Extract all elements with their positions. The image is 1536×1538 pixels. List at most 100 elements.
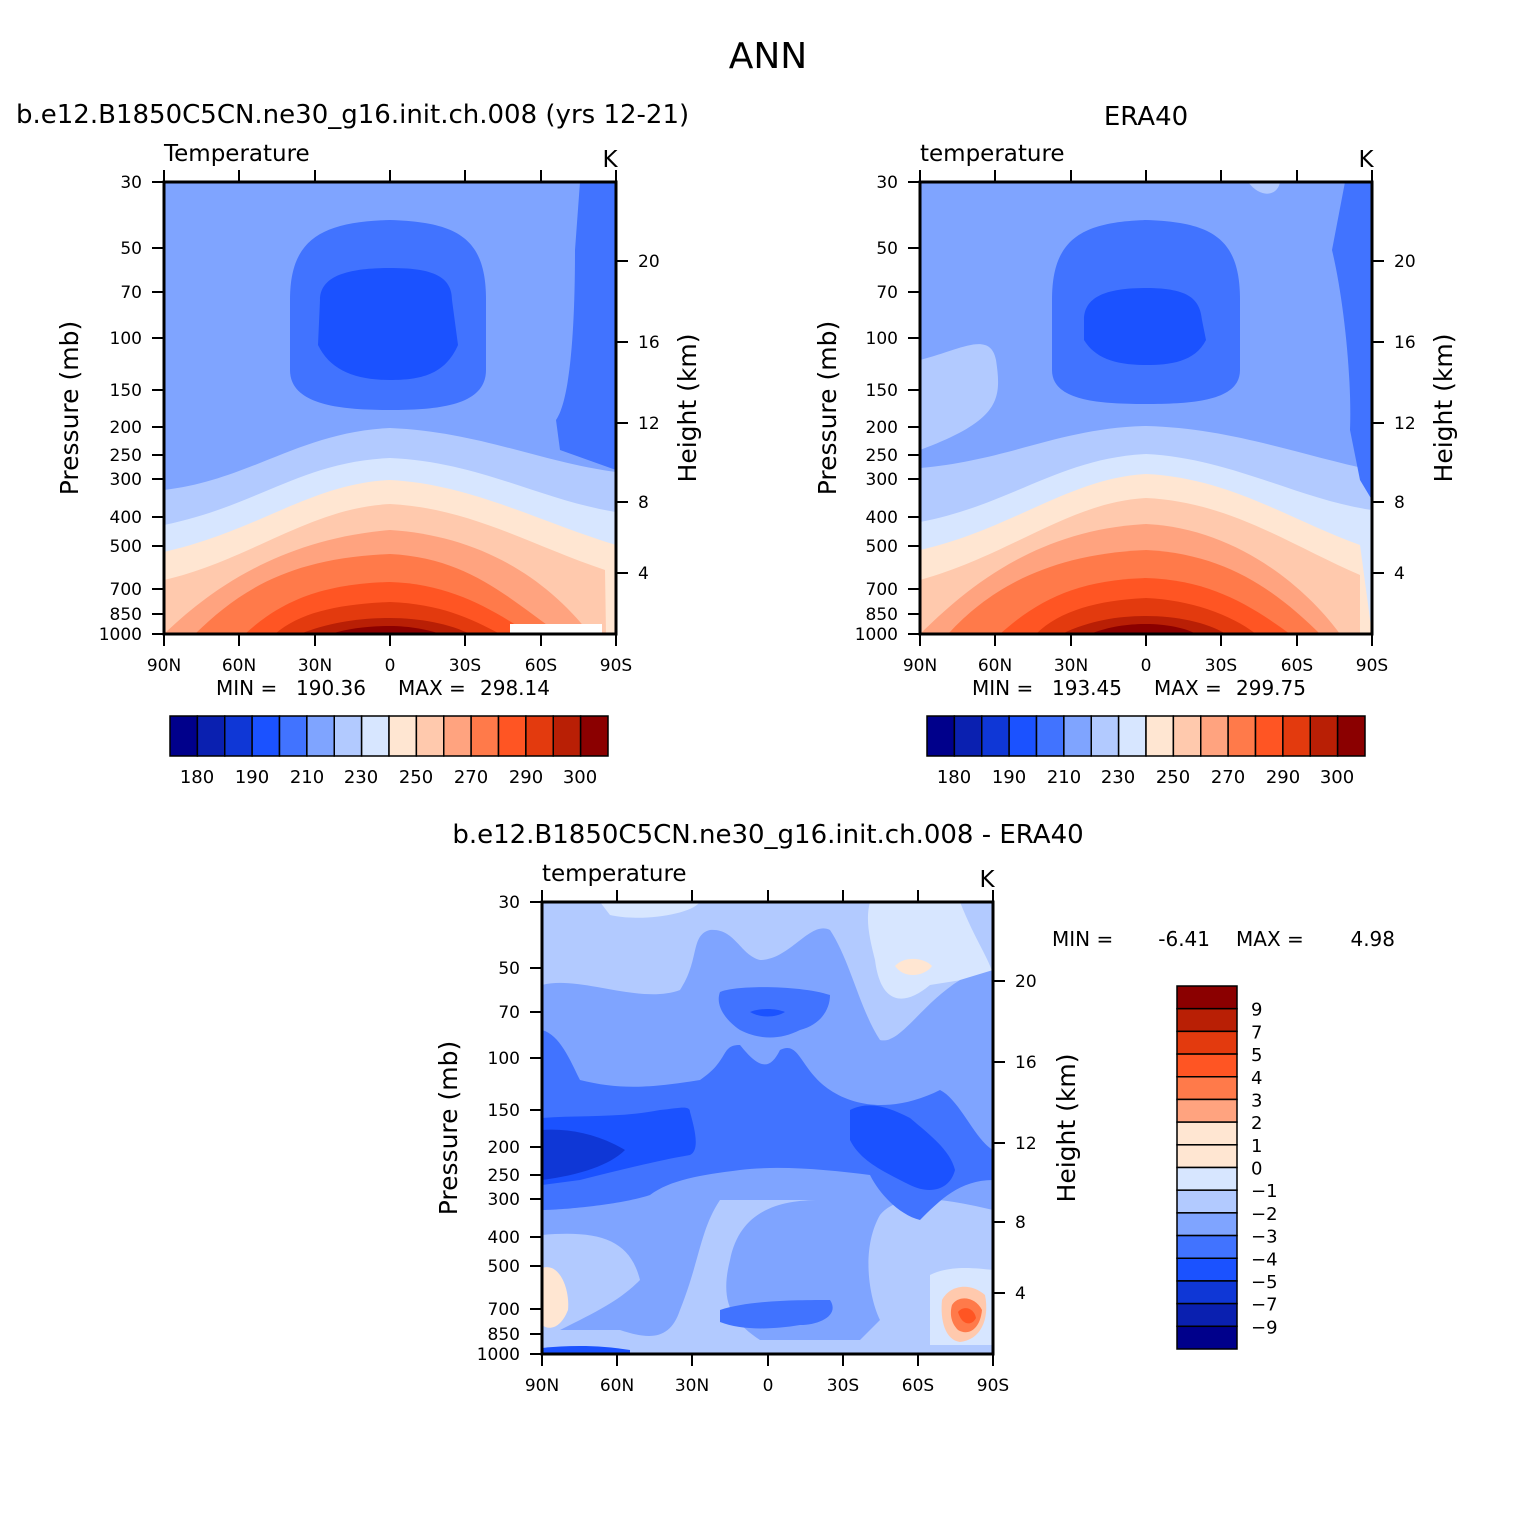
panel-model: b.e12.B1850C5CN.ne30_g16.init.ch.008 (yr… bbox=[16, 100, 702, 788]
y-tick-label: 150 bbox=[110, 381, 142, 401]
colorbar-label: 5 bbox=[1251, 1045, 1262, 1066]
y-tick-label: 700 bbox=[866, 580, 898, 600]
panel-era40: ERA40 temperature K bbox=[813, 102, 1458, 788]
colorbar-box bbox=[333, 715, 363, 757]
max-label: MAX = bbox=[1236, 927, 1304, 951]
x-tick-label: 30N bbox=[675, 1376, 709, 1396]
colorbar-box bbox=[1176, 1189, 1238, 1214]
x-tick-label: 0 bbox=[763, 1376, 774, 1396]
colorbar-box bbox=[1254, 715, 1284, 757]
y-tick-label: 1000 bbox=[477, 1345, 520, 1365]
y-tick-label: 250 bbox=[866, 446, 898, 466]
x-tick-label: 60N bbox=[222, 656, 256, 676]
colorbar-box bbox=[1176, 1076, 1238, 1101]
colorbar-labels: 180 190 210 230 250 270 290 300 bbox=[180, 767, 597, 788]
y-axis-ticks bbox=[152, 181, 164, 635]
colorbar-box bbox=[1176, 1234, 1238, 1259]
x-axis-ticks bbox=[541, 890, 994, 1366]
colorbar-box bbox=[443, 715, 472, 757]
x-tick-label: 90S bbox=[600, 656, 632, 676]
colorbar-box bbox=[1176, 1030, 1238, 1055]
colorbar-box bbox=[360, 715, 390, 757]
y2-tick-label: 4 bbox=[1015, 1284, 1026, 1304]
y2-tick-label: 20 bbox=[638, 252, 660, 272]
colorbar-box bbox=[470, 715, 500, 757]
y-tick-labels: 30 50 70 100 150 200 250 300 400 500 700… bbox=[477, 893, 520, 1365]
y-tick-label: 1000 bbox=[99, 625, 142, 645]
x-tick-label: 90S bbox=[1356, 656, 1388, 676]
y-tick-label: 500 bbox=[866, 537, 898, 557]
panel-title: b.e12.B1850C5CN.ne30_g16.init.ch.008 - E… bbox=[452, 820, 1083, 850]
y2-axis-ticks bbox=[1372, 260, 1384, 574]
x-tick-labels: 90N 60N 30N 0 30S 60S 90S bbox=[903, 656, 1388, 676]
y-tick-labels: 30 50 70 100 150 200 250 300 400 500 700… bbox=[855, 173, 898, 645]
y-tick-label: 30 bbox=[498, 893, 520, 913]
y2-tick-labels: 20 16 12 8 4 bbox=[638, 252, 660, 584]
max-value: 299.75 bbox=[1236, 676, 1306, 700]
y-tick-label: 850 bbox=[488, 1325, 520, 1345]
colorbar-label: 180 bbox=[937, 767, 971, 788]
x-axis-ticks bbox=[919, 170, 1373, 646]
y-tick-label: 500 bbox=[488, 1257, 520, 1277]
y-axis-ticks bbox=[530, 901, 542, 1355]
y-tick-label: 50 bbox=[120, 239, 142, 259]
y-tick-label: 850 bbox=[110, 605, 142, 625]
colorbar-label: 300 bbox=[1320, 767, 1354, 788]
y2-tick-label: 12 bbox=[638, 414, 660, 434]
colorbar-label: 250 bbox=[399, 767, 433, 788]
colorbar-box bbox=[1090, 715, 1120, 757]
colorbar-label: −9 bbox=[1251, 1317, 1278, 1338]
y-tick-label: 100 bbox=[866, 329, 898, 349]
units-label: K bbox=[979, 867, 995, 893]
x-tick-label: 30S bbox=[1205, 656, 1237, 676]
stats-line: MIN = 190.36 MAX = 298.14 bbox=[216, 676, 550, 700]
colorbar-box bbox=[1117, 715, 1147, 757]
x-tick-label: 60S bbox=[525, 656, 557, 676]
y-tick-label: 30 bbox=[876, 173, 898, 193]
y-tick-label: 70 bbox=[120, 283, 142, 303]
y-tick-label: 250 bbox=[110, 446, 142, 466]
y-tick-label: 200 bbox=[866, 418, 898, 438]
max-value: 4.98 bbox=[1350, 927, 1395, 951]
colorbar-box bbox=[1176, 1257, 1238, 1282]
contour-field bbox=[164, 182, 616, 634]
stats-line: MIN = 193.45 MAX = 299.75 bbox=[972, 676, 1306, 700]
y-tick-label: 400 bbox=[488, 1228, 520, 1248]
colorbar-box bbox=[1176, 1280, 1238, 1305]
colorbar-box bbox=[169, 715, 199, 757]
colorbar-box bbox=[579, 715, 609, 757]
x-tick-label: 0 bbox=[1141, 656, 1152, 676]
y-axis-label: Pressure (mb) bbox=[434, 1041, 463, 1215]
colorbar-label: 1 bbox=[1251, 1136, 1262, 1157]
contour-field bbox=[542, 902, 993, 1354]
y-axis-label: Pressure (mb) bbox=[813, 321, 842, 495]
colorbar-label: 270 bbox=[1211, 767, 1245, 788]
min-label: MIN = bbox=[216, 676, 277, 700]
colorbar-label: 9 bbox=[1251, 1000, 1262, 1021]
x-tick-label: 30S bbox=[449, 656, 481, 676]
colorbar-box bbox=[1176, 1302, 1238, 1328]
colorbar bbox=[169, 715, 609, 757]
colorbar-box bbox=[1176, 1212, 1238, 1237]
colorbar-box bbox=[196, 715, 226, 757]
colorbar-box bbox=[1172, 715, 1202, 757]
x-tick-label: 60S bbox=[902, 1376, 934, 1396]
y-tick-label: 200 bbox=[488, 1138, 520, 1158]
colorbar-label: 3 bbox=[1251, 1090, 1262, 1111]
y-tick-label: 300 bbox=[110, 470, 142, 490]
colorbar-label: 2 bbox=[1251, 1113, 1262, 1134]
y-tick-label: 300 bbox=[866, 470, 898, 490]
x-tick-label: 90N bbox=[525, 1376, 559, 1396]
min-label: MIN = bbox=[972, 676, 1033, 700]
colorbar-box bbox=[1145, 715, 1175, 757]
y2-axis-label: Height (km) bbox=[1052, 1054, 1081, 1203]
colorbar-box bbox=[497, 715, 527, 757]
x-tick-label: 60S bbox=[1281, 656, 1313, 676]
variable-label: temperature bbox=[542, 861, 687, 887]
y-tick-label: 300 bbox=[488, 1190, 520, 1210]
y-tick-label: 200 bbox=[110, 418, 142, 438]
colorbar-label: 250 bbox=[1156, 767, 1190, 788]
max-label: MAX = bbox=[398, 676, 466, 700]
y2-tick-label: 20 bbox=[1394, 252, 1416, 272]
